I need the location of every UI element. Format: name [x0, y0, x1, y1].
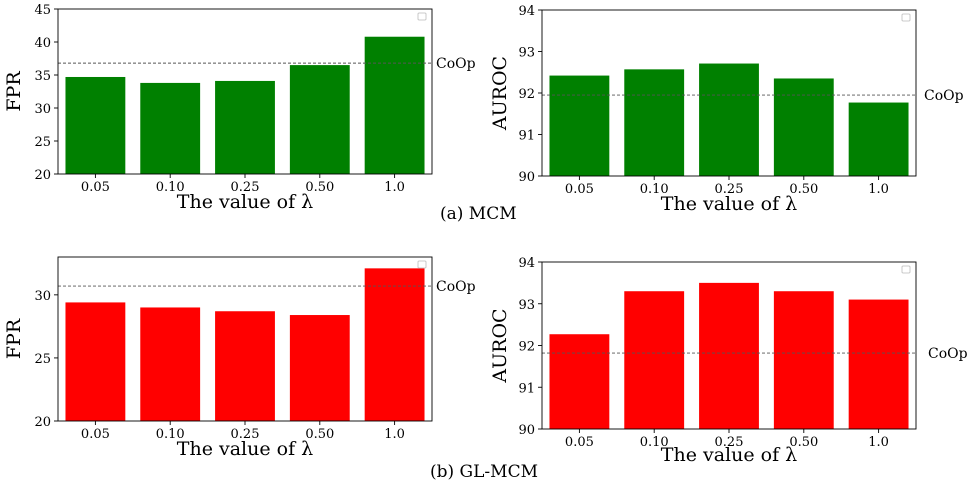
- y-tick-label: 91: [518, 381, 535, 396]
- reference-label: CoOp: [924, 88, 964, 104]
- x-tick-label: 0.05: [81, 180, 110, 195]
- legend-box: [901, 13, 911, 22]
- y-tick-label: 90: [518, 423, 535, 438]
- x-axis-label: The value of λ: [177, 438, 313, 460]
- bar-0.50: [289, 65, 350, 174]
- x-tick-label: 0.05: [565, 435, 594, 450]
- y-tick-label: 25: [34, 135, 51, 150]
- legend-box: [901, 265, 911, 274]
- y-tick-label: 92: [518, 87, 535, 102]
- bar-0.50: [289, 315, 350, 421]
- x-tick-label: 0.10: [156, 427, 185, 442]
- legend-box: [417, 12, 427, 21]
- bar-0.10: [140, 307, 201, 421]
- chart-mcm-auroc: CoOp 90 91 92 93 94 0.05 0.10 0.25 0.50 1.0 The val…: [489, 4, 964, 215]
- bar-0.10: [624, 69, 685, 176]
- chart-glmcm-auroc: CoOp 90 91 92 93 94 0.05 0.10 0.25 0.50 1.0 The val…: [489, 256, 968, 466]
- bar-0.50: [773, 78, 834, 176]
- y-tick-label: 30: [34, 289, 51, 304]
- reference-label: CoOp: [436, 279, 476, 295]
- bar-0.05: [549, 75, 610, 176]
- x-tick-label: 0.25: [715, 435, 744, 450]
- x-tick-label: 0.05: [81, 427, 110, 442]
- y-tick-label: 45: [34, 3, 51, 18]
- bar-1.0: [364, 268, 425, 421]
- x-tick-label: 0.25: [715, 182, 744, 197]
- reference-label: CoOp: [928, 346, 968, 362]
- y-tick-label: 91: [518, 129, 535, 144]
- x-tick-label: 1.0: [384, 427, 405, 442]
- y-axis-label: AUROC: [489, 308, 511, 383]
- bar-0.05: [65, 76, 126, 174]
- x-tick-label: 0.10: [640, 182, 669, 197]
- y-tick-label: 35: [34, 69, 51, 84]
- y-tick-label: 93: [518, 46, 535, 61]
- x-tick-label: 1.0: [384, 180, 405, 195]
- y-tick-label: 20: [34, 168, 51, 183]
- x-tick-label: 0.50: [305, 180, 334, 195]
- y-tick-label: 94: [518, 4, 535, 19]
- x-tick-label: 0.50: [789, 182, 818, 197]
- bar-0.25: [699, 282, 759, 429]
- legend-box: [417, 260, 427, 269]
- y-axis-label: FPR: [3, 71, 25, 112]
- chart-mcm-fpr: CoOp 20 25 30 35 40 45 0.05 0.10 0.25 0.50 1.0 The v…: [3, 3, 476, 213]
- y-axis-label: FPR: [3, 318, 25, 359]
- y-tick-label: 30: [34, 102, 51, 117]
- x-tick-label: 0.25: [231, 427, 260, 442]
- x-tick-label: 1.0: [868, 435, 889, 450]
- bar-0.25: [215, 80, 275, 174]
- x-tick-label: 0.25: [231, 180, 260, 195]
- bar-1.0: [848, 299, 909, 429]
- y-tick-label: 92: [518, 340, 535, 355]
- bar-0.10: [624, 291, 685, 429]
- x-tick-label: 0.05: [565, 182, 594, 197]
- x-axis-label: The value of λ: [661, 193, 797, 215]
- chart-glmcm-fpr: CoOp 20 25 30 0.05 0.10 0.25 0.50 1.0 The value o…: [3, 256, 476, 460]
- bar-0.05: [65, 302, 126, 421]
- x-tick-label: 1.0: [868, 182, 889, 197]
- y-tick-label: 93: [518, 298, 535, 313]
- x-tick-label: 0.50: [789, 435, 818, 450]
- y-tick-label: 94: [518, 256, 535, 271]
- y-tick-label: 20: [34, 415, 51, 430]
- x-tick-label: 0.10: [156, 180, 185, 195]
- x-axis-label: The value of λ: [661, 444, 797, 466]
- x-tick-label: 0.50: [305, 427, 334, 442]
- bar-0.10: [140, 82, 201, 174]
- bar-0.25: [215, 311, 275, 421]
- y-tick-label: 90: [518, 170, 535, 185]
- bar-0.25: [699, 63, 759, 176]
- x-axis-label: The value of λ: [177, 191, 313, 213]
- y-axis-label: AUROC: [489, 56, 511, 131]
- caption-mcm: (a) MCM: [440, 204, 517, 224]
- reference-label: CoOp: [436, 56, 476, 72]
- y-tick-label: 25: [34, 352, 51, 367]
- y-tick-label: 40: [34, 36, 51, 51]
- bar-0.50: [773, 291, 834, 429]
- bar-0.05: [549, 334, 610, 429]
- bar-1.0: [848, 102, 909, 176]
- x-tick-label: 0.10: [640, 435, 669, 450]
- caption-gl-mcm: (b) GL-MCM: [430, 462, 538, 482]
- bar-1.0: [364, 36, 425, 174]
